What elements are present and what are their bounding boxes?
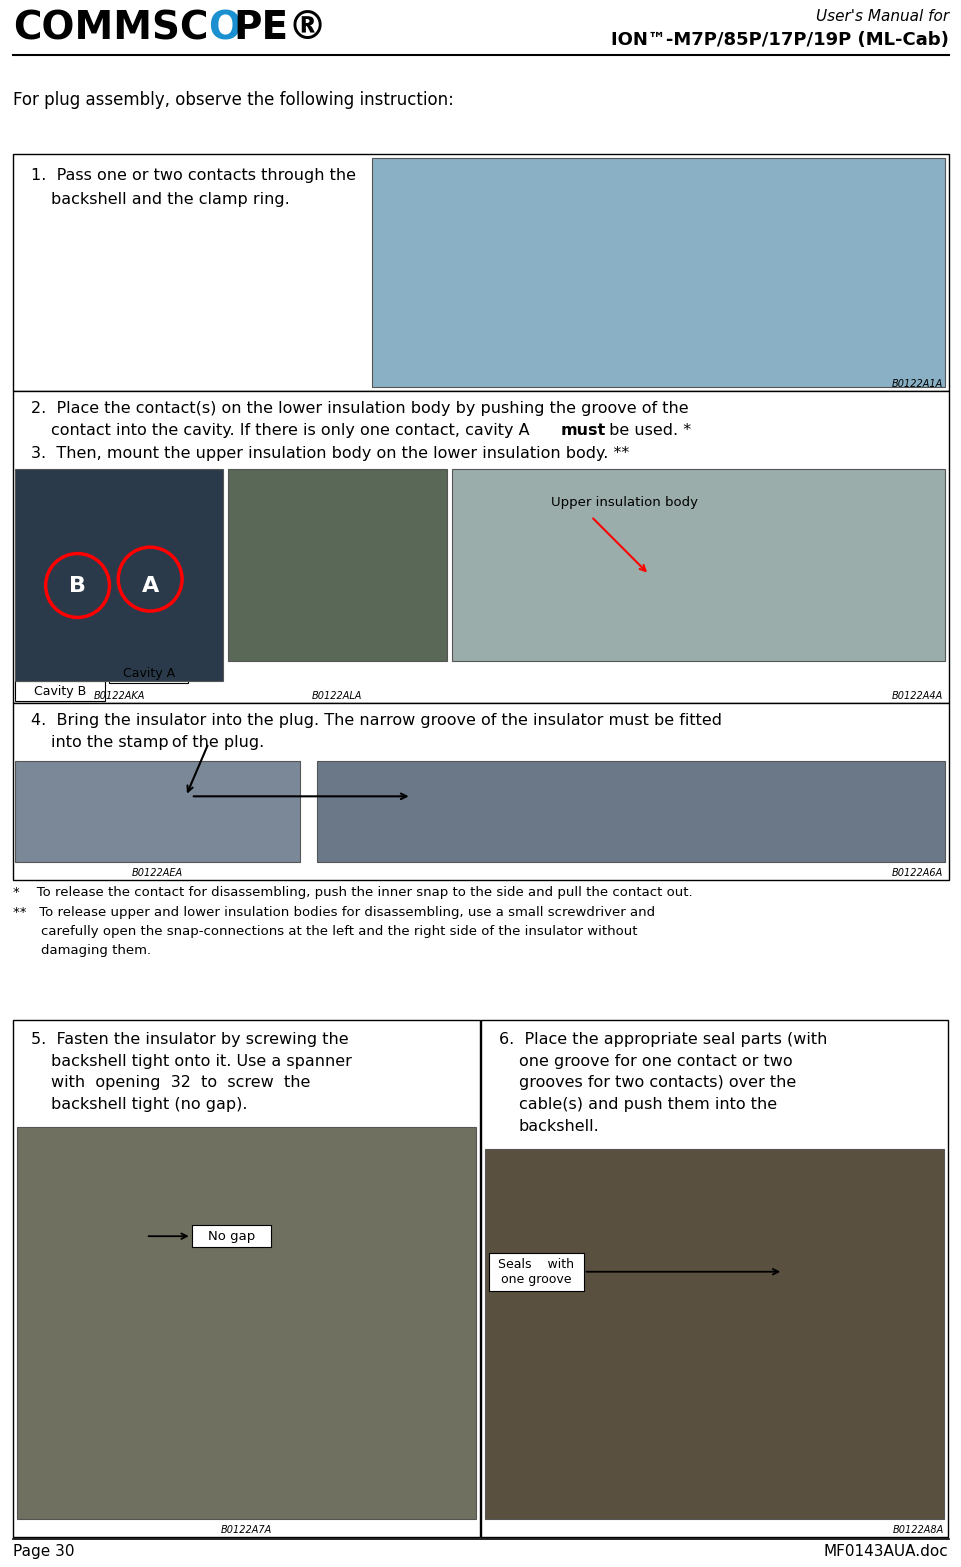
Text: Page 30: Page 30 [13,1543,75,1559]
Text: For plug assembly, observe the following instruction:: For plug assembly, observe the following… [13,91,454,110]
Text: 6.  Place the appropriate seal parts (with: 6. Place the appropriate seal parts (wit… [499,1031,826,1047]
Bar [15,682,105,700]
Text: must: must [560,423,605,437]
Text: 4.  Bring the insulator into the plug. The narrow groove of the insulator must b: 4. Bring the insulator into the plug. Th… [32,713,722,729]
Text: one groove for one contact or two: one groove for one contact or two [518,1053,792,1069]
Text: be used. *: be used. * [603,423,690,437]
Bar [372,158,944,387]
Text: backshell tight (no gap).: backshell tight (no gap). [51,1097,248,1113]
Bar [15,469,223,682]
Text: **   To release upper and lower insulation bodies for disassembling, use a small: ** To release upper and lower insulation… [13,906,654,918]
Bar [13,154,948,390]
Text: Seals    with
one groove: Seals with one groove [498,1258,574,1287]
Text: B0122AKA: B0122AKA [93,691,144,700]
Text: grooves for two contacts) over the: grooves for two contacts) over the [518,1075,796,1091]
Bar [13,704,948,879]
Text: with  opening  32  to  screw  the: with opening 32 to screw the [51,1075,310,1091]
Text: COMMSC: COMMSC [13,9,209,47]
Text: 5.  Fasten the insulator by screwing the: 5. Fasten the insulator by screwing the [32,1031,349,1047]
Text: Cavity A: Cavity A [122,666,175,680]
Bar [191,1225,271,1247]
Text: backshell and the clamp ring.: backshell and the clamp ring. [51,193,289,207]
Text: 2.  Place the contact(s) on the lower insulation body by pushing the groove of t: 2. Place the contact(s) on the lower ins… [32,401,688,415]
Text: into the stamp of the plug.: into the stamp of the plug. [51,735,264,751]
Text: User's Manual for: User's Manual for [815,9,948,25]
Text: PE®: PE® [234,9,328,47]
Text: *    To release the contact for disassembling, push the inner snap to the side a: * To release the contact for disassembli… [13,885,692,899]
Text: O: O [208,9,240,47]
Text: Upper insulation body: Upper insulation body [550,497,697,509]
Text: B0122A8A: B0122A8A [892,1525,943,1534]
Text: B0122A4A: B0122A4A [891,691,942,700]
Text: No gap: No gap [208,1230,255,1243]
Text: B0122AEA: B0122AEA [132,868,183,878]
Text: 1.  Pass one or two contacts through the: 1. Pass one or two contacts through the [32,168,356,183]
Text: contact into the cavity. If there is only one contact, cavity A: contact into the cavity. If there is onl… [51,423,534,437]
Text: carefully open the snap-connections at the left and the right side of the insula: carefully open the snap-connections at t… [41,925,637,937]
Bar [13,390,948,704]
Text: B0122A6A: B0122A6A [891,868,942,878]
Bar [317,762,944,862]
Text: Cavity B: Cavity B [34,685,86,697]
Bar [109,663,188,683]
Text: backshell.: backshell. [518,1119,599,1135]
Bar [228,469,447,661]
Bar [541,489,705,517]
Text: cable(s) and push them into the: cable(s) and push them into the [518,1097,776,1113]
Bar [484,1149,943,1518]
Text: B: B [69,575,86,595]
Text: backshell tight onto it. Use a spanner: backshell tight onto it. Use a spanner [51,1053,352,1069]
Text: B0122A7A: B0122A7A [221,1525,272,1534]
Text: 3.  Then, mount the upper insulation body on the lower insulation body. **: 3. Then, mount the upper insulation body… [32,445,628,461]
Text: ION™-M7P/85P/17P/19P (ML-Cab): ION™-M7P/85P/17P/19P (ML-Cab) [610,31,948,49]
Bar [17,1127,476,1518]
Text: MF0143AUA.doc: MF0143AUA.doc [823,1543,948,1559]
Bar [488,1252,583,1291]
Text: damaging them.: damaging them. [41,943,151,957]
Text: B0122A1A: B0122A1A [891,379,942,389]
Bar [15,762,299,862]
Text: B0122ALA: B0122ALA [312,691,362,700]
Text: A: A [141,575,159,595]
Bar [13,1020,480,1537]
Bar [452,469,944,661]
Bar [480,1020,947,1537]
